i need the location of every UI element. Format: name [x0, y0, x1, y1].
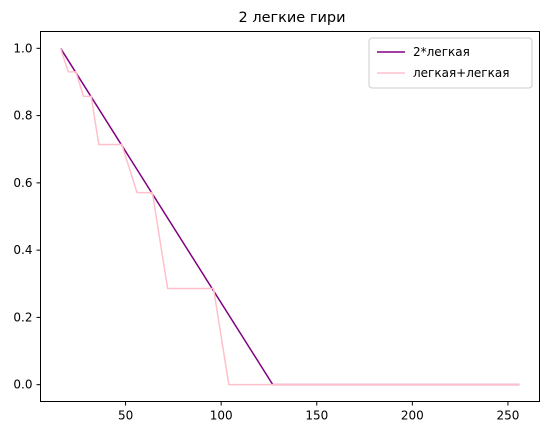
- chart-title: 2 легкие гири: [238, 10, 345, 26]
- legend-label-1: 2*легкая: [413, 45, 470, 59]
- y-tick-label: 0.0: [13, 378, 32, 392]
- series-line-2: [59, 48, 520, 386]
- y-tick-label: 0.2: [13, 310, 32, 324]
- legend-label-2: легкая+легкая: [413, 66, 509, 80]
- x-tick-label: 150: [305, 409, 328, 423]
- y-tick-label: 1.0: [13, 41, 32, 55]
- x-tick-label: 250: [497, 409, 520, 423]
- y-tick-label: 0.4: [13, 243, 32, 257]
- x-tick-label: 200: [401, 409, 424, 423]
- y-tick-label: 0.8: [13, 109, 32, 123]
- x-tick-label: 50: [118, 409, 133, 423]
- y-tick-label: 0.6: [13, 176, 32, 190]
- plot-area-frame: [40, 31, 540, 402]
- legend-box: [368, 37, 533, 89]
- x-tick-label: 100: [210, 409, 233, 423]
